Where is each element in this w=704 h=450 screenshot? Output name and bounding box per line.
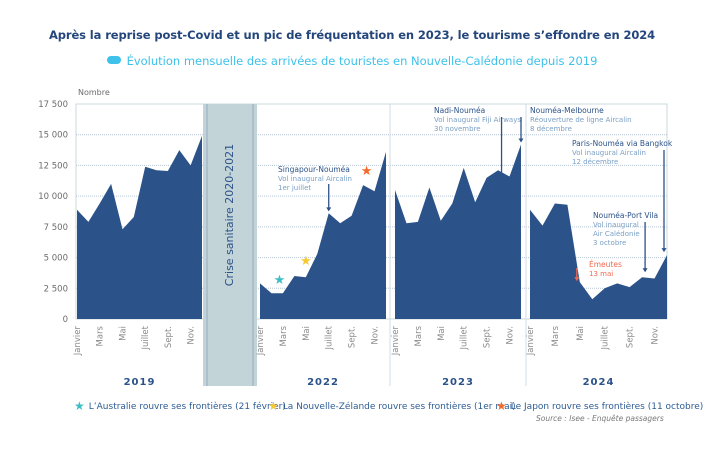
x-tick-label: Juillet	[601, 325, 611, 350]
y-tick-label: 7 500	[44, 223, 68, 233]
x-tick-label: Sept.	[626, 326, 636, 348]
arrow-head-icon	[661, 248, 667, 253]
x-tick-label: Janvier	[391, 325, 401, 356]
x-tick-label: Nov.	[187, 326, 197, 345]
x-tick-label: Sept.	[483, 326, 493, 348]
annotation-text: 13 mai	[589, 270, 613, 278]
star-marker: ★	[361, 164, 373, 179]
y-tick-label: 2 500	[44, 284, 68, 294]
area-series-2024	[530, 203, 667, 319]
y-axis-label: Nombre	[78, 88, 110, 97]
annotation-text: 8 décembre	[530, 125, 572, 133]
y-tick-label: 10 000	[38, 192, 68, 202]
annotation-title: Nouméa-Port Vila	[593, 211, 658, 220]
star-marker: ★	[300, 254, 312, 269]
legend-item-australia: ★ L’Australie rouvre ses frontières (21 f…	[74, 399, 286, 413]
x-tick-label: Mars	[551, 325, 561, 346]
x-tick-label: Nov.	[371, 326, 381, 345]
x-tick-label: Mai	[437, 326, 447, 341]
annotation-text: 30 novembre	[434, 125, 481, 133]
arrow-head-icon	[326, 207, 332, 212]
legend-item-new-zealand: ★ La Nouvelle-Zélande rouvre ses frontièr…	[268, 399, 516, 413]
x-tick-label: Mars	[414, 325, 424, 346]
x-tick-label: Mars	[96, 325, 106, 346]
source-note: Source : Isee - Enquête passagers	[536, 414, 664, 423]
annotation-text: 3 octobre	[593, 239, 626, 247]
x-tick-label: Janvier	[526, 325, 536, 356]
x-tick-label: Mai	[576, 326, 586, 341]
annotation-text: 1er juillet	[278, 184, 311, 192]
x-tick-label: Sept.	[348, 326, 358, 348]
legend-label: Le Japon rouvre ses frontières (11 octob…	[510, 402, 704, 412]
annotation-title: Paris-Nouméa via Bangkok	[572, 139, 673, 148]
arrow-head-icon	[499, 179, 505, 184]
y-tick-label: 17 500	[38, 100, 68, 110]
y-tick-label: 15 000	[38, 131, 68, 141]
annotation-text: Vol inaugural Fiji Airways	[434, 116, 521, 124]
annotation-text: Vol inaugural Aircalin	[278, 175, 352, 183]
subtitle-text: Évolution mensuelle des arrivées de tour…	[126, 54, 598, 68]
x-tick-label: Janvier	[256, 325, 266, 356]
star-icon: ★	[268, 399, 279, 413]
year-label: 2023	[442, 377, 474, 388]
covid-band-label: Crise sanitaire 2020-2021	[223, 144, 236, 286]
annotation-title: Nouméa-Melbourne	[530, 106, 604, 115]
annotation-title: Nadi-Nouméa	[434, 106, 485, 115]
x-tick-label: Juillet	[325, 325, 335, 350]
arrow-head-icon	[642, 268, 648, 273]
legend-item-japan: ★ Le Japon rouvre ses frontières (11 octo…	[496, 399, 703, 413]
area-series-2023	[395, 144, 521, 319]
star-icon: ★	[74, 399, 85, 413]
star-icon: ★	[496, 399, 507, 413]
x-tick-label: Mars	[279, 325, 289, 346]
x-tick-label: Sept.	[164, 326, 174, 348]
year-label: 2024	[583, 377, 615, 388]
x-tick-label: Mai	[302, 326, 312, 341]
covid-band	[203, 104, 257, 386]
year-label: 2019	[124, 377, 156, 388]
annotation-title: Émeutes	[589, 260, 622, 269]
x-tick-label: Juillet	[141, 325, 151, 350]
star-marker: ★	[274, 273, 286, 288]
area-series-2022	[260, 151, 386, 319]
chart-subtitle: Évolution mensuelle des arrivées de tour…	[0, 54, 704, 68]
legend-label: La Nouvelle-Zélande rouvre ses frontière…	[282, 402, 516, 412]
x-tick-label: Mai	[118, 326, 128, 341]
arrow-head-icon	[574, 277, 580, 282]
annotation-text: Réouverture de ligne Aircalin	[530, 116, 632, 124]
annotation-text: Air Calédonie	[593, 230, 640, 238]
legend-label: L’Australie rouvre ses frontières (21 fé…	[88, 402, 286, 412]
annotation-text: 12 décembre	[572, 158, 618, 166]
x-tick-label: Juillet	[460, 325, 470, 350]
x-tick-label: Janvier	[73, 325, 83, 356]
y-tick-label: 0	[63, 315, 68, 325]
area-series-2019	[77, 135, 202, 319]
y-tick-label: 5 000	[44, 254, 68, 264]
chart-title: Après la reprise post-Covid et un pic de…	[48, 28, 656, 42]
annotation-text: Vol inaugural Aircalin	[572, 149, 646, 157]
series-swatch-icon	[106, 56, 121, 64]
arrow-head-icon	[518, 138, 524, 143]
x-tick-label: Nov.	[506, 326, 516, 345]
annotation-text: Vol inaugural	[593, 221, 639, 229]
x-tick-label: Nov.	[651, 326, 661, 345]
y-tick-label: 12 500	[38, 161, 68, 171]
annotation-title: Singapour-Nouméa	[278, 165, 350, 174]
year-label: 2022	[307, 377, 339, 388]
